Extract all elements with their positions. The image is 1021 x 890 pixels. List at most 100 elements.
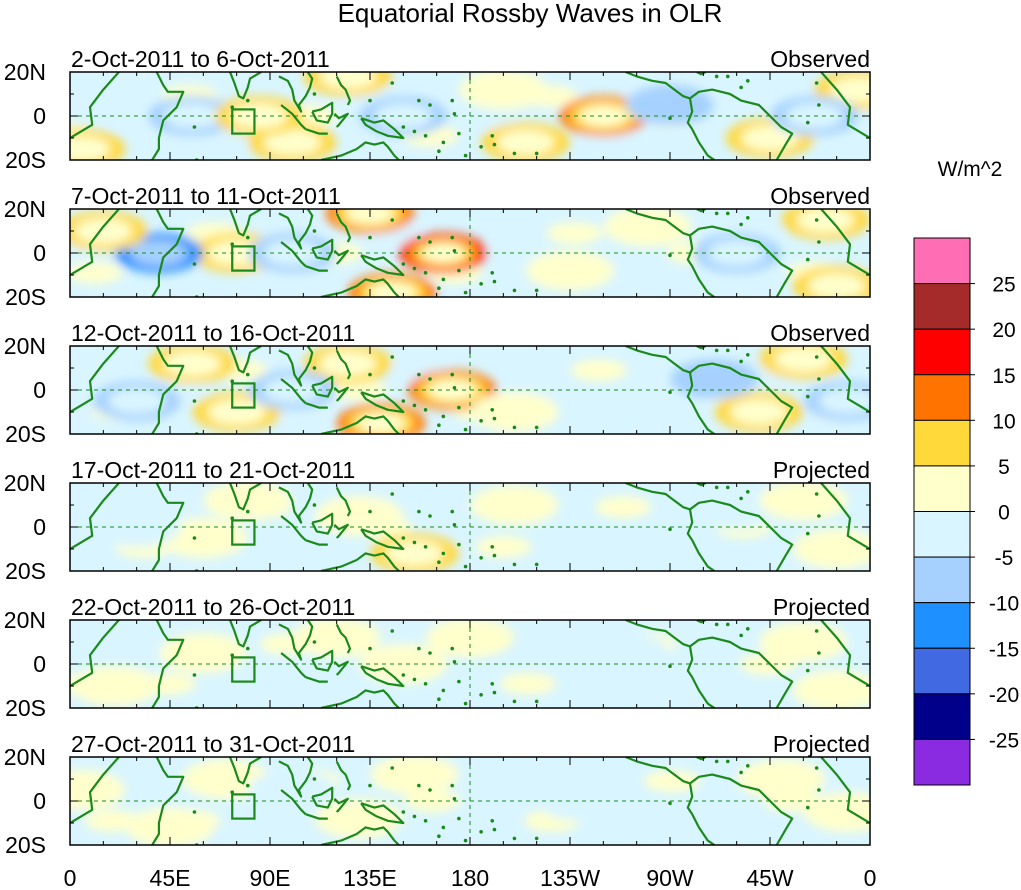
island	[817, 377, 821, 381]
island	[437, 286, 441, 291]
lon-label: 0	[64, 865, 77, 890]
lat-label: 20N	[4, 470, 46, 496]
island	[245, 98, 250, 103]
coastline	[333, 523, 349, 539]
coastline	[335, 623, 352, 654]
anomaly-contour	[370, 757, 459, 795]
coastlines	[70, 346, 870, 434]
island	[668, 801, 672, 805]
island	[423, 408, 428, 412]
coastline	[278, 209, 314, 250]
island	[668, 664, 672, 668]
island	[437, 697, 441, 701]
island	[805, 120, 810, 125]
coastline	[311, 786, 334, 809]
island	[192, 810, 197, 814]
island	[230, 242, 235, 246]
island	[745, 627, 750, 631]
island	[814, 81, 819, 85]
panel-date-range: 7-Oct-2011 to 11-Oct-2011	[71, 183, 341, 209]
lon-label: 90E	[250, 865, 291, 890]
island	[805, 668, 810, 673]
coastline	[689, 362, 794, 434]
island	[745, 490, 750, 494]
anomaly-contour	[159, 518, 248, 558]
index-box	[231, 793, 256, 820]
island	[401, 536, 406, 540]
coastline	[228, 483, 262, 511]
island	[412, 403, 417, 408]
island	[452, 112, 457, 116]
island	[401, 125, 406, 129]
coastline	[305, 128, 328, 135]
anomaly-contour	[359, 644, 448, 684]
lon-label: 135E	[343, 865, 397, 890]
coastlines	[70, 757, 870, 845]
coastline	[686, 98, 716, 160]
island	[245, 783, 250, 788]
colorbar-swatch	[913, 374, 971, 421]
coastlines	[70, 620, 870, 708]
island	[457, 131, 461, 136]
coastline	[625, 209, 691, 237]
coastline	[280, 652, 307, 678]
coastline	[820, 757, 870, 824]
coastline	[278, 620, 314, 661]
colorbar-label: -25	[989, 729, 1019, 752]
island	[457, 816, 461, 821]
anomaly-contour	[737, 759, 826, 799]
island	[739, 770, 743, 775]
coastline	[320, 689, 400, 708]
island	[192, 125, 197, 129]
colorbar-label: 15	[992, 365, 1015, 388]
colorbar-swatch	[913, 283, 971, 330]
colorbar-swatch	[913, 511, 971, 558]
field-band	[415, 496, 472, 519]
colorbar-label: 5	[998, 456, 1010, 479]
island	[423, 134, 428, 138]
island	[817, 788, 821, 792]
island	[512, 699, 517, 704]
coastline	[333, 386, 349, 402]
anomaly-contour	[670, 359, 759, 399]
anomaly-contour	[203, 483, 292, 521]
coastline	[686, 646, 716, 708]
field-band	[570, 359, 627, 382]
coastline	[686, 372, 716, 434]
coastline	[278, 346, 314, 387]
island	[437, 423, 441, 428]
island	[479, 145, 483, 149]
island	[534, 836, 539, 841]
anomaly-contour	[537, 781, 626, 821]
lon-label: 180	[451, 865, 489, 890]
island	[417, 98, 421, 103]
island	[437, 149, 441, 153]
coastlines	[70, 209, 870, 297]
coastline	[70, 346, 120, 413]
anomaly-contour	[459, 72, 548, 110]
colorbar-swatch	[913, 647, 971, 695]
island	[428, 788, 432, 792]
coastline	[70, 757, 120, 824]
lat-label: 20S	[5, 558, 46, 584]
island	[428, 514, 432, 518]
panel-2: 7-Oct-2011 to 11-Oct-2011 Observed 20N 0 20S	[4, 183, 871, 310]
anomaly-contour	[385, 540, 444, 567]
coastline	[70, 72, 120, 139]
island	[390, 492, 395, 496]
lat-label: 20N	[4, 333, 46, 359]
island	[230, 379, 235, 384]
anomaly-contour	[270, 529, 359, 569]
island	[492, 416, 497, 421]
coastline	[151, 483, 185, 571]
anomaly-contour	[126, 807, 214, 845]
island	[368, 372, 372, 377]
island	[817, 103, 821, 107]
coastline	[625, 620, 691, 648]
island	[492, 690, 497, 695]
colorbar-label: 0	[998, 502, 1010, 525]
island	[739, 222, 743, 227]
coastline	[335, 349, 352, 380]
colorbar-label: -15	[989, 638, 1019, 661]
coastline	[335, 760, 352, 791]
